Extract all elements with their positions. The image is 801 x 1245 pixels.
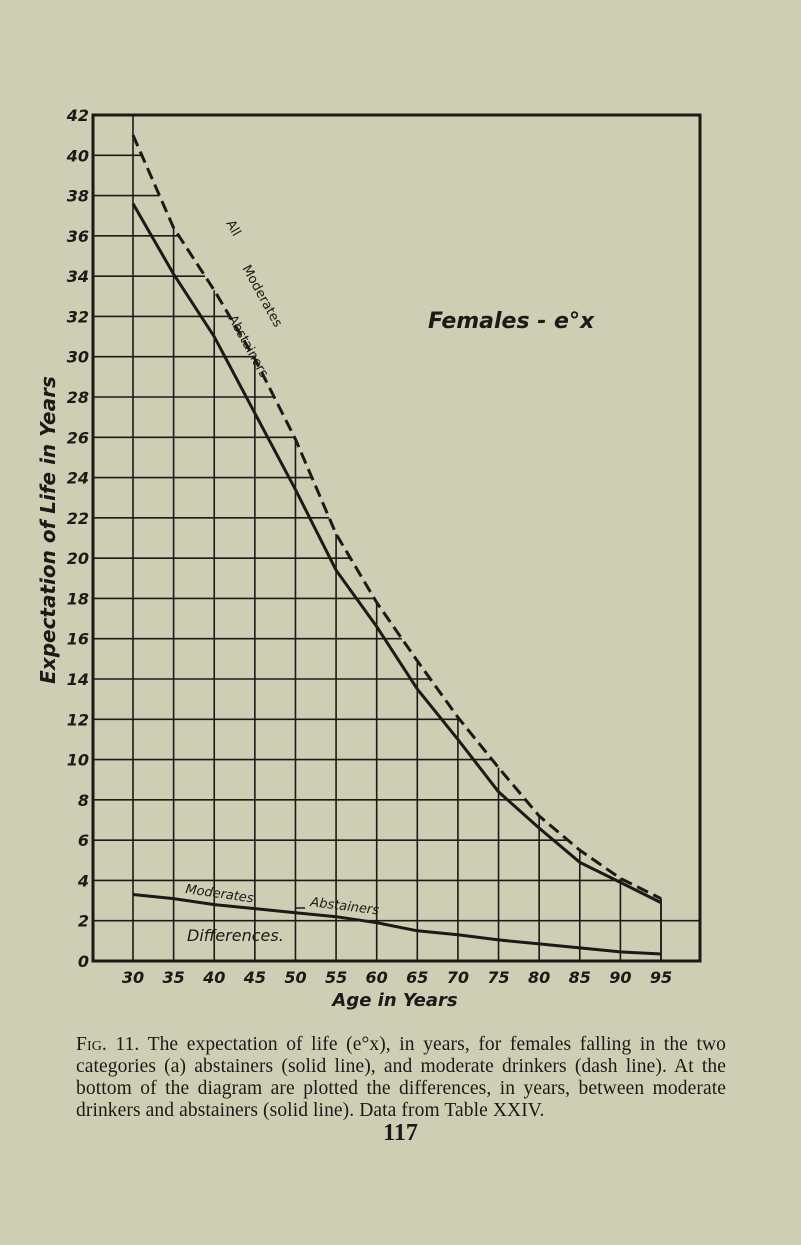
x-axis-ticks: 30 35 40 45 50 55 60 65 70 75 80 85 90 95 Age in Years — [122, 968, 672, 1011]
y-tick-label: 8 — [78, 791, 89, 810]
annotations: Females - e°xAbstainersAllModeratesModer… — [184, 218, 594, 945]
x-tick-label: 90 — [609, 968, 631, 987]
y-tick-label: 24 — [67, 469, 89, 488]
series-title: Females - e°x — [428, 309, 595, 334]
x-tick-label: 40 — [202, 968, 225, 987]
differences-line — [132, 893, 662, 956]
x-tick-label: 65 — [406, 968, 428, 987]
caption-text: The expectation of life (e°x), in years,… — [76, 1034, 726, 1121]
x-tick-label: 45 — [243, 968, 266, 987]
figure-caption: Fig. 11. The expectation of life (e°x), … — [76, 1034, 726, 1122]
y-tick-label: 22 — [67, 509, 89, 528]
y-axis-label: Expectation of Life in Years — [36, 376, 60, 684]
y-tick-label: 6 — [78, 831, 89, 850]
x-tick-label: 30 — [122, 968, 144, 987]
moderates-label: Moderates — [239, 263, 285, 330]
chart-frame — [91, 113, 702, 963]
x-tick-label: 55 — [325, 968, 347, 987]
abstainers-line — [131, 202, 662, 904]
page-number: 117 — [383, 1120, 418, 1146]
series — [131, 134, 662, 961]
x-tick-label: 80 — [528, 968, 550, 987]
y-tick-label: 26 — [67, 428, 89, 447]
grid — [93, 115, 700, 961]
y-tick-label: 4 — [77, 871, 89, 890]
life-expectancy-chart: 024681012141618202224262830323436384042 … — [66, 106, 702, 1011]
x-tick-label: 35 — [162, 968, 184, 987]
y-tick-label: 42 — [66, 106, 89, 125]
plot-border — [91, 113, 702, 963]
x-tick-label: 50 — [284, 968, 306, 987]
all-label: All — [223, 218, 244, 239]
y-tick-label: 28 — [67, 388, 89, 407]
y-tick-label: 32 — [67, 307, 89, 326]
y-tick-label: 30 — [67, 348, 89, 367]
y-tick-label: 16 — [67, 630, 89, 649]
y-tick-label: 34 — [67, 267, 89, 286]
y-tick-label: 36 — [67, 227, 89, 246]
x-tick-label: 85 — [569, 968, 591, 987]
x-tick-label: 70 — [447, 968, 469, 987]
y-tick-label: 12 — [67, 710, 89, 729]
y-tick-label: 0 — [78, 952, 89, 971]
y-tick-label: 40 — [66, 146, 89, 165]
y-tick-label: 38 — [67, 187, 89, 206]
moderates-line — [131, 134, 662, 900]
y-tick-label: 10 — [67, 751, 89, 770]
y-tick-label: 14 — [67, 670, 89, 689]
differences-label: Differences. — [187, 926, 284, 945]
x-tick-label: 75 — [487, 968, 509, 987]
y-tick-label: 20 — [67, 549, 89, 568]
x-axis-label: Age in Years — [330, 990, 457, 1011]
x-tick-label: 60 — [366, 968, 388, 987]
y-tick-label: 18 — [67, 589, 89, 608]
figure-label: Fig. 11. — [76, 1034, 140, 1055]
y-tick-label: 2 — [78, 912, 89, 931]
x-tick-label: 95 — [650, 968, 672, 987]
